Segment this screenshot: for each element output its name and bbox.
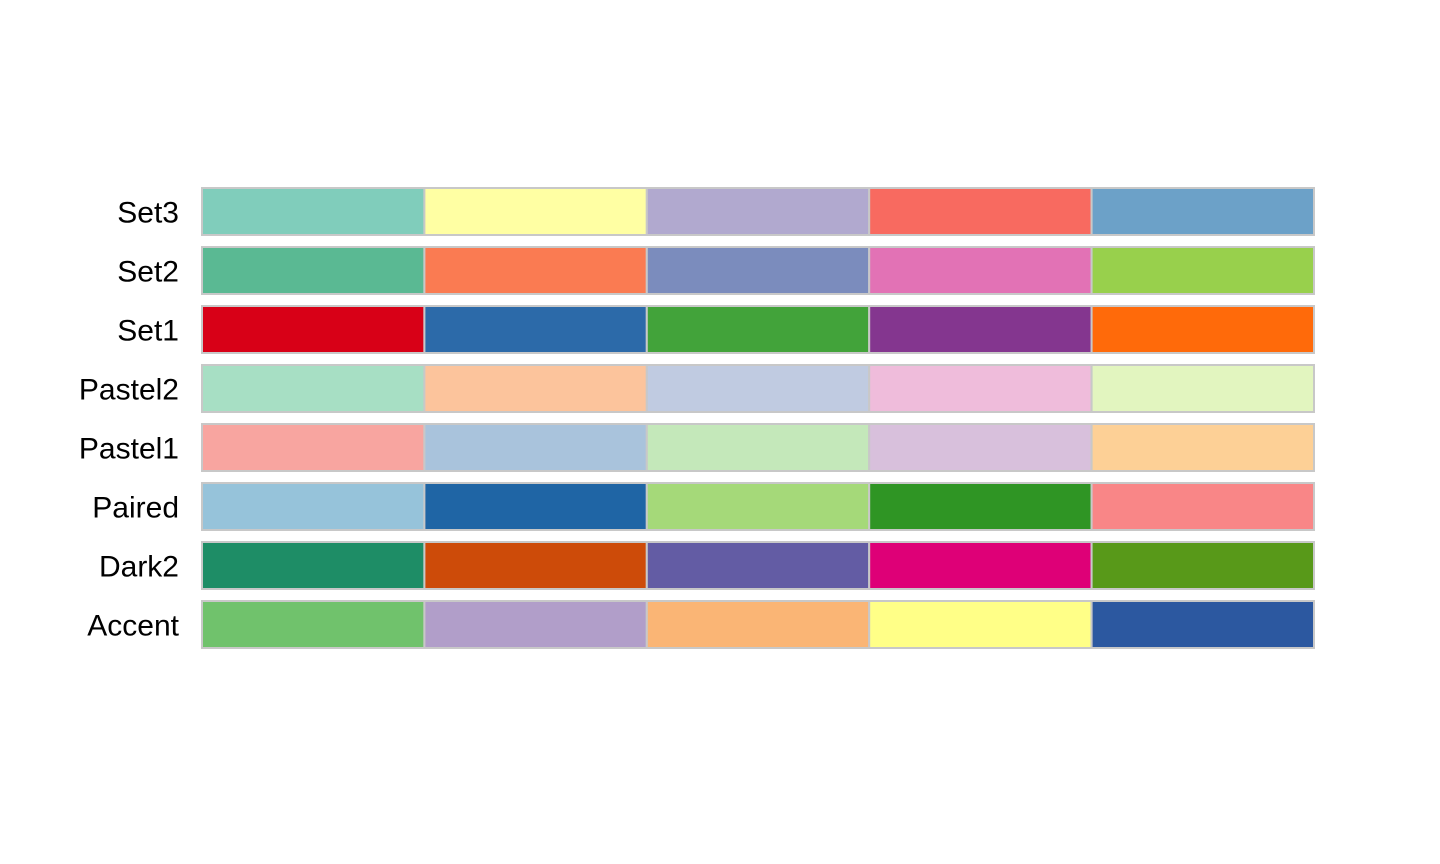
row-label-set3: Set3 — [117, 197, 179, 230]
swatch-set1-4 — [868, 305, 1093, 354]
swatch-pastel1-2 — [423, 423, 648, 472]
swatch-set2-1 — [201, 246, 426, 295]
swatch-accent-3 — [645, 600, 871, 649]
swatch-dark2-4 — [868, 541, 1093, 590]
swatch-set2-4 — [868, 246, 1093, 295]
row-label-set1: Set1 — [117, 315, 179, 348]
swatch-accent-4 — [868, 600, 1093, 649]
swatch-pastel1-3 — [645, 423, 871, 472]
swatch-paired-1 — [201, 482, 426, 531]
row-label-set2: Set2 — [117, 256, 179, 289]
swatch-accent-5 — [1090, 600, 1315, 649]
swatch-set3-1 — [201, 187, 426, 236]
swatch-pastel2-1 — [201, 364, 426, 413]
swatch-paired-5 — [1090, 482, 1315, 531]
swatch-paired-2 — [423, 482, 648, 531]
swatch-dark2-5 — [1090, 541, 1315, 590]
row-label-pastel2: Pastel2 — [79, 374, 179, 407]
swatch-dark2-2 — [423, 541, 648, 590]
row-label-pastel1: Pastel1 — [79, 433, 179, 466]
swatch-accent-2 — [423, 600, 648, 649]
swatch-set3-5 — [1090, 187, 1315, 236]
swatch-pastel1-5 — [1090, 423, 1315, 472]
swatch-paired-4 — [868, 482, 1093, 531]
swatch-set3-2 — [423, 187, 648, 236]
swatch-set1-3 — [645, 305, 871, 354]
swatch-set3-3 — [645, 187, 871, 236]
swatch-pastel1-1 — [201, 423, 426, 472]
row-label-paired: Paired — [92, 492, 179, 525]
swatch-set2-5 — [1090, 246, 1315, 295]
swatch-set1-2 — [423, 305, 648, 354]
swatch-dark2-3 — [645, 541, 871, 590]
swatch-set2-3 — [645, 246, 871, 295]
swatch-set2-2 — [423, 246, 648, 295]
swatch-pastel1-4 — [868, 423, 1093, 472]
swatch-paired-3 — [645, 482, 871, 531]
swatch-accent-1 — [201, 600, 426, 649]
swatch-set1-5 — [1090, 305, 1315, 354]
swatch-grid — [201, 187, 1315, 649]
swatch-dark2-1 — [201, 541, 426, 590]
swatch-set1-1 — [201, 305, 426, 354]
row-label-dark2: Dark2 — [99, 551, 179, 584]
row-label-accent: Accent — [87, 610, 179, 643]
swatch-pastel2-5 — [1090, 364, 1315, 413]
swatch-pastel2-3 — [645, 364, 871, 413]
swatch-set3-4 — [868, 187, 1093, 236]
swatch-pastel2-4 — [868, 364, 1093, 413]
row-labels: Set3 Set2 Set1 Pastel2 Pastel1 Paired Dark2 Acc… — [79, 197, 180, 643]
swatch-pastel2-2 — [423, 364, 648, 413]
